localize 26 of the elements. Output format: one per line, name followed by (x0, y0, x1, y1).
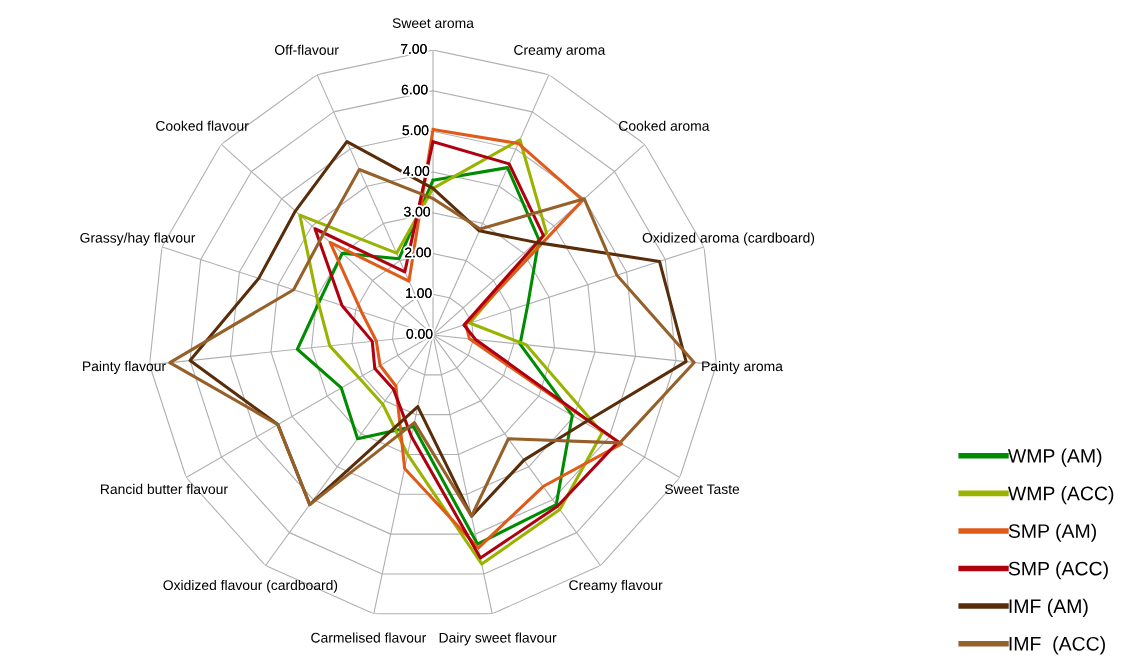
spoke-label: Grassy/hay flavour (80, 232, 196, 246)
spoke-label: Creamy flavour (569, 579, 663, 593)
y-tick-label: 7.00 (400, 43, 427, 54)
legend-label: WMP (AM) (1007, 448, 1102, 467)
legend-label: WMP (ACC) (1007, 486, 1114, 505)
spoke-label: Sweet aroma (392, 18, 474, 29)
spoke-label: Dairy sweet flavour (439, 632, 557, 646)
spoke-label: Sweet Taste (665, 484, 740, 495)
legend-label: SMP (AM) (1008, 523, 1096, 542)
y-tick-label: 0.00 (406, 328, 433, 339)
spoke-label: Rancid butter flavour (101, 483, 228, 495)
spoke-label: Cooked flavour (156, 120, 249, 131)
legend-label: IMF (AM) (1009, 598, 1088, 617)
spoke-label: Off-flavour (274, 44, 339, 55)
spoke-label: Cooked aroma (619, 120, 710, 131)
spoke-label: Carmelised flavour (311, 632, 427, 643)
spoke-label: Oxidized aroma (cardboard) (642, 232, 815, 246)
y-tick-label: 5.00 (402, 125, 429, 136)
spoke-label: Oxidized flavour (cardboard) (163, 579, 338, 593)
spoke-label: Painty aroma (702, 361, 783, 374)
legend-label: IMF (ACC) (1009, 636, 1105, 655)
legend-label: SMP (ACC) (1008, 561, 1108, 580)
spoke-label: Painty flavour (83, 361, 166, 374)
y-tick-label: 1.00 (406, 288, 432, 299)
y-tick-label: 6.00 (401, 84, 428, 95)
spoke-label: Creamy aroma (514, 45, 606, 58)
